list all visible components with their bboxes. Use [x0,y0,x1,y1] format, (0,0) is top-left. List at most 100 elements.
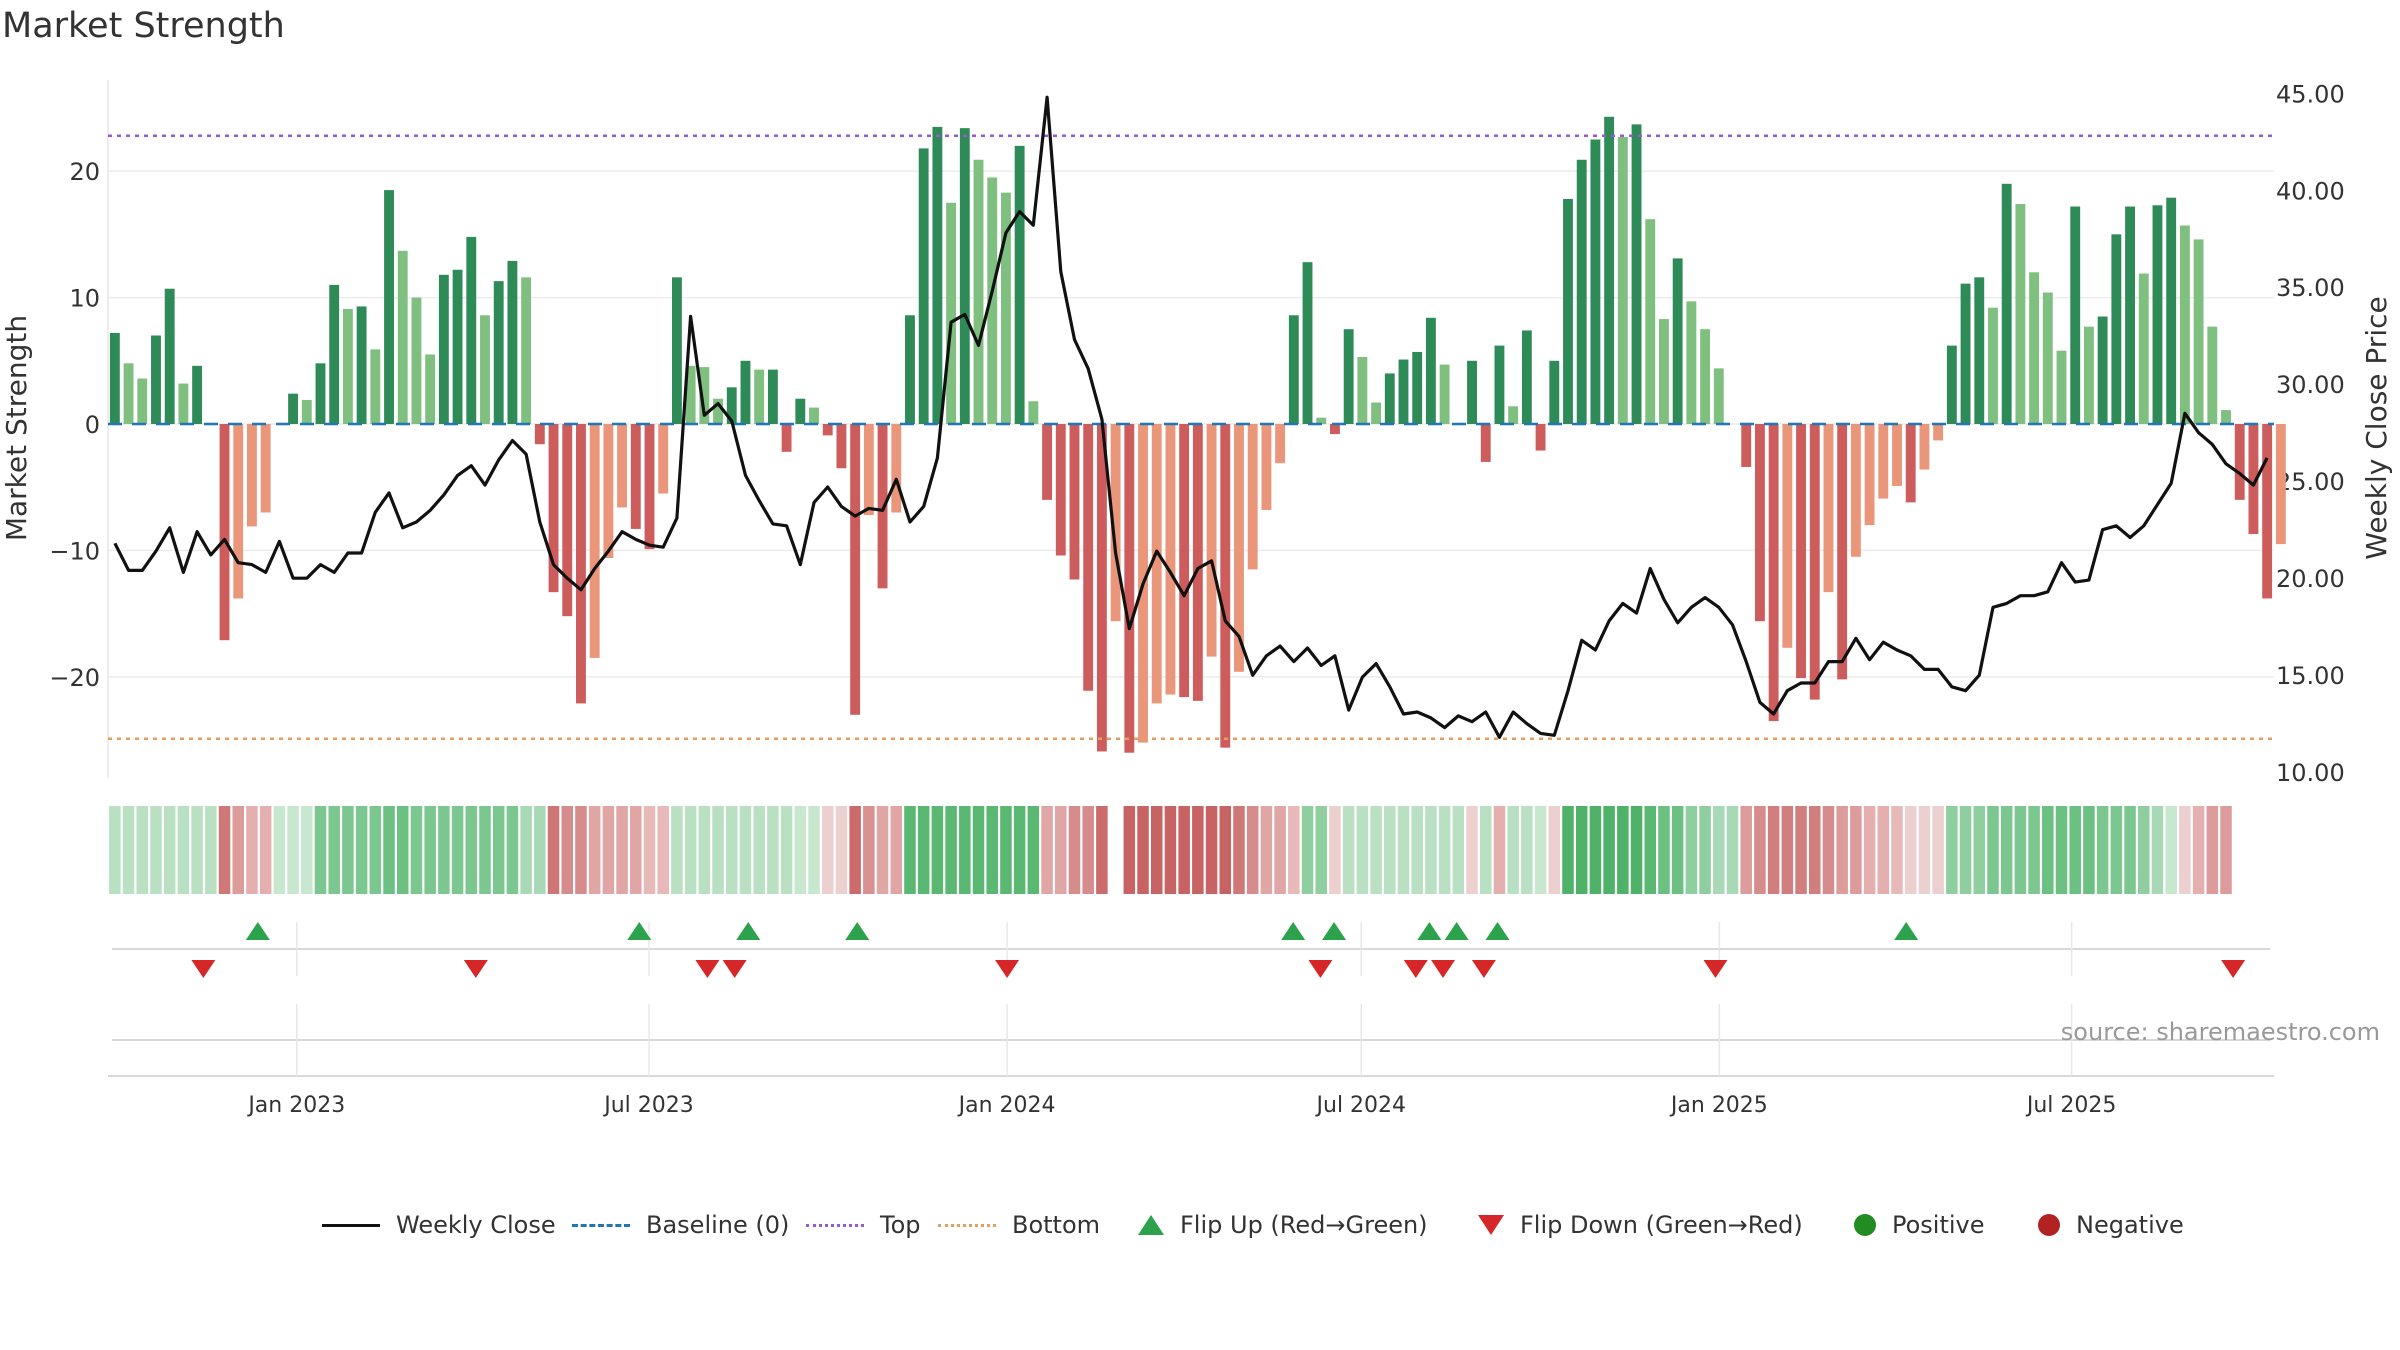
legend: Weekly Close Baseline (0) Top Bottom Fli… [0,1205,2400,1245]
circle-red-icon [2038,1214,2060,1236]
y-tick-label: −10 [49,537,100,565]
strength-bar [1645,219,1656,424]
strength-bar [301,399,312,424]
ribbon-cell [438,806,450,894]
legend-baseline: Baseline (0) [572,1205,789,1245]
strength-bar [1343,329,1354,424]
ribbon-cell [725,806,738,894]
flip-down-marker [1703,960,1728,978]
strength-bar [905,315,915,424]
strength-bar [233,424,244,599]
ribbon-cell [1466,806,1478,894]
flip-down-marker [722,960,747,978]
ribbon-cell [821,806,834,894]
ribbon-cell [1507,806,1519,894]
strength-bar [2138,273,2149,424]
ribbon-cell [671,806,683,894]
strength-bar [521,277,532,424]
ribbon-cell [1493,806,1506,894]
strength-bar [1151,424,1162,704]
strength-bar [2015,204,2026,424]
strength-bar [2234,424,2245,500]
ribbon-cell [2192,806,2205,894]
legend-flip-down: Flip Down (Green→Red) [1478,1205,1803,1245]
dotted-line-icon [938,1223,996,1227]
strength-bar [2221,410,2231,424]
flip-up-marker [1417,922,1442,940]
strength-bar [1110,424,1121,622]
strength-bar [946,202,957,424]
strength-bar [1096,424,1107,752]
ribbon-cell [1137,806,1149,894]
y2-tick-label: 35.00 [2276,274,2345,302]
ribbon-cell [643,806,656,894]
ribbon-cell [1342,806,1355,894]
strength-bar [1480,424,1491,462]
strength-bar [2166,197,2177,424]
y2-tick-label: 45.00 [2276,80,2345,108]
chart-title: Market Strength [2,6,285,46]
ribbon-cell [2042,806,2054,894]
flip-panel [108,922,2274,1077]
strength-bar [1220,424,1231,748]
ribbon-cell [1192,806,1204,894]
strength-bar [480,315,490,424]
ribbon-cell [835,806,848,894]
circle-green-icon [1854,1214,1876,1236]
strength-bar [2275,424,2286,545]
ribbon-cell [1096,806,1108,894]
ribbon-cell [616,806,628,894]
dotted-line-icon [806,1223,864,1227]
strength-bar [1988,307,1998,424]
ribbon-cell [712,806,724,894]
ribbon-cell [2124,806,2136,894]
ribbon-cell [1987,806,1999,894]
ribbon-cell [2096,806,2109,894]
ribbon-cell [287,806,299,894]
triangle-up-icon [1138,1215,1164,1235]
legend-label: Negative [2076,1211,2184,1239]
strength-bar [1288,315,1299,424]
ribbon-cell [177,806,190,894]
ribbon-cell [492,806,505,894]
strength-bar [1069,424,1080,580]
strength-bar [1850,424,1861,557]
flip-down-marker [695,960,720,978]
strength-bar [123,363,134,424]
strength-bar [1234,424,1244,672]
strength-bar [1467,360,1477,424]
ribbon-cell [451,806,464,894]
strength-bar [1754,424,1765,622]
strength-bar [260,424,271,513]
strength-bar [1933,424,1944,441]
y2-tick-label: 10.00 [2276,759,2345,787]
strength-bar [891,424,902,513]
ribbon-cell [410,806,423,894]
x-tick-label: Jul 2025 [2025,1093,2117,1118]
triangle-down-icon [1478,1215,1504,1235]
strength-bar [1124,424,1135,753]
x-tick-label: Jul 2024 [1315,1093,1407,1118]
strength-bar [1878,424,1889,499]
ribbon-cell [588,806,601,894]
ribbon-cell [1288,806,1300,894]
ribbon-cell [2028,806,2040,894]
ribbon-cell [1617,806,1629,894]
ribbon-cell [1740,806,1752,894]
ribbon-cell [1000,806,1012,894]
strength-bar [1508,406,1519,424]
strength-bar [1590,139,1601,425]
ribbon-cell [986,806,998,894]
strength-bar [1014,145,1025,424]
flip-up-marker [1485,922,1510,940]
flip-down-marker [2221,960,2246,978]
strength-bar [1330,424,1340,435]
strength-bar [2056,350,2067,424]
main-panel: −20 −10 0 10 20 10.00 15.00 20.00 25.00 30.00 35.0… [0,80,2393,787]
ribbon-cell [1877,806,1890,894]
strength-bar [1659,319,1669,424]
ribbon-cell [1973,806,1986,894]
ribbon-cell [314,806,327,894]
ribbon-cell [506,806,519,894]
strength-bar [2070,206,2081,424]
